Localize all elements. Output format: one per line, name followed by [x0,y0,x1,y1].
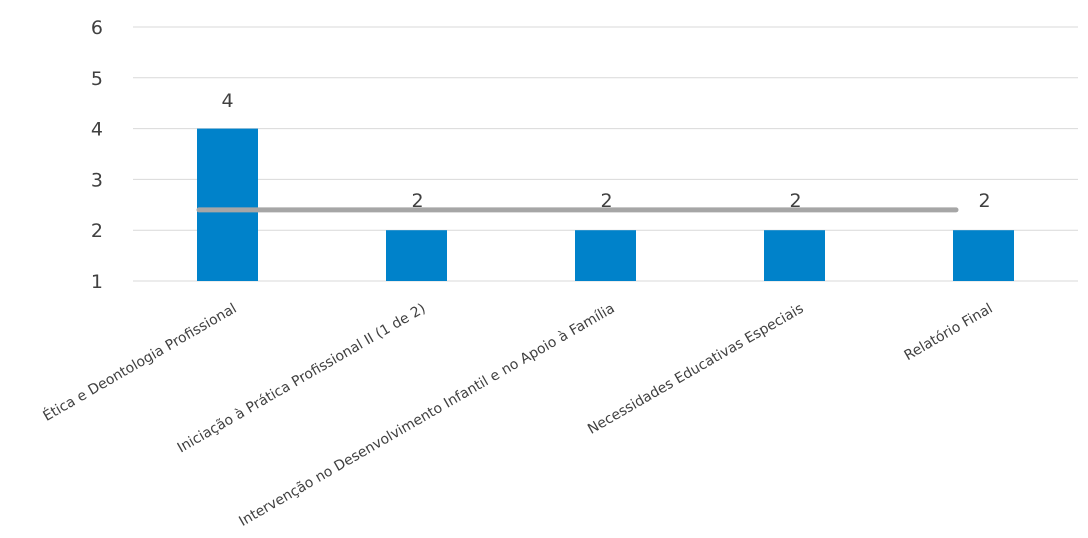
bar [953,230,1014,281]
x-tick-label: Necessidades Educativas Especiais [585,301,806,438]
gridlines [133,26,1078,282]
data-labels: 4 2 2 2 2 [221,90,990,212]
y-axis: 1 2 3 4 5 6 [91,17,103,293]
data-label: 2 [978,190,990,212]
y-tick-label: 5 [91,68,103,90]
y-tick-label: 6 [91,17,103,39]
y-tick-label: 4 [91,119,103,141]
x-tick-label: Ética e Deontologia Profissional [40,300,240,425]
x-tick-label: Intervenção no Desenvolvimento Infantil … [236,301,617,530]
data-label: 2 [789,190,801,212]
y-tick-label: 3 [91,169,103,191]
data-label: 4 [221,90,233,112]
data-label: 2 [411,190,423,212]
bar [386,230,447,281]
bars [197,128,1014,281]
bar [764,230,825,281]
y-tick-label: 2 [91,220,103,242]
data-label: 2 [600,190,612,212]
x-tick-label: Relatório Final [902,301,996,364]
y-tick-label: 1 [91,271,103,293]
bar [197,128,258,281]
x-axis: Ética e Deontologia ProfissionalIniciaçã… [40,300,996,530]
bar [575,230,636,281]
